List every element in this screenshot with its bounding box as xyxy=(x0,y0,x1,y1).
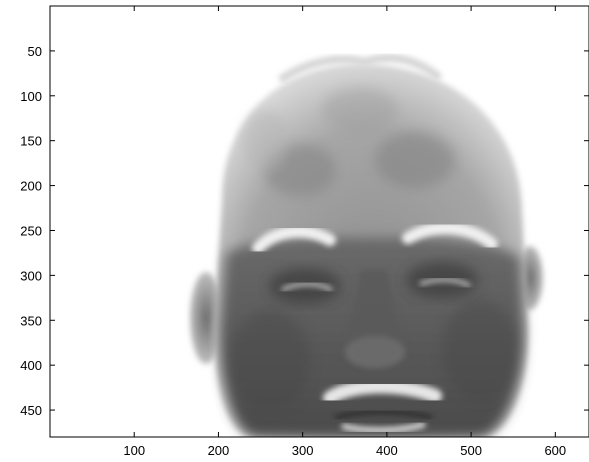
y-tick-label: 250 xyxy=(20,223,42,238)
y-tick-label: 400 xyxy=(20,358,42,373)
y-tick-label: 350 xyxy=(20,313,42,328)
x-tick-label: 300 xyxy=(292,443,314,458)
y-tick-label: 50 xyxy=(28,44,42,59)
y-tick-label: 200 xyxy=(20,179,42,194)
y-tick-label: 150 xyxy=(20,134,42,149)
y-tick-label: 100 xyxy=(20,89,42,104)
y-tick-label: 450 xyxy=(20,403,42,418)
x-tick-label: 400 xyxy=(376,443,398,458)
x-tick-label: 500 xyxy=(460,443,482,458)
x-tick-label: 600 xyxy=(544,443,566,458)
x-tick-label: 200 xyxy=(208,443,230,458)
x-tick-label: 100 xyxy=(123,443,145,458)
y-tick-label: 300 xyxy=(20,268,42,283)
